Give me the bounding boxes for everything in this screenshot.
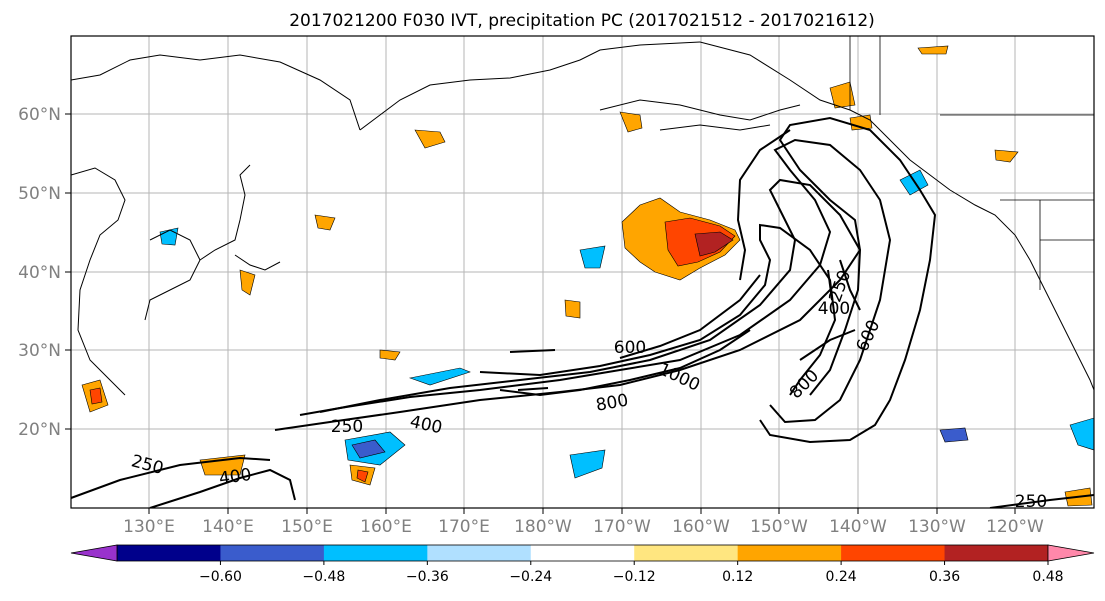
colorbar-segment <box>530 545 635 561</box>
contour-label: 400 <box>218 465 253 489</box>
colorbar-ticks: −0.60 −0.48 −0.36 −0.24 −0.12 0.12 0.24 0.36 0.4… <box>199 561 1064 585</box>
lat-tick-label: 60°N <box>18 105 61 125</box>
lon-tick-label: 160°W <box>672 517 730 537</box>
colorbar-extend-max <box>1047 544 1095 562</box>
colorbar-tick-label: −0.60 <box>199 569 242 585</box>
contour-label: 600 <box>614 338 646 358</box>
lat-tick-label: 50°N <box>18 184 61 204</box>
colorbar-segment <box>944 545 1049 561</box>
colorbar: −0.60 −0.48 −0.36 −0.24 −0.12 0.12 0.24 0.36 0.4… <box>70 544 1095 585</box>
map-area: 250 250 400 400 600 600 800 800 1000 250… <box>71 36 1094 512</box>
colorbar-segment <box>323 545 428 561</box>
colorbar-segment <box>220 545 325 561</box>
coastlines <box>71 41 1094 396</box>
lon-tick-label: 180°W <box>514 517 572 537</box>
colorbar-tick-label: −0.36 <box>406 569 449 585</box>
lat-tick-label: 20°N <box>18 420 61 440</box>
contour-label: 250 <box>1015 492 1047 512</box>
lon-tick-label: 130°E <box>123 517 175 537</box>
lon-tick-label: 170°W <box>593 517 651 537</box>
colorbar-extend-min <box>70 544 118 562</box>
lon-tick-label: 170°E <box>438 517 490 537</box>
lon-tick-label: 150°E <box>281 517 333 537</box>
longitude-labels: 130°E 140°E 150°E 160°E 170°E 180°W 170°… <box>123 517 1044 537</box>
colorbar-tick-label: 0.48 <box>1032 569 1063 585</box>
colorbar-tick-label: 0.36 <box>929 569 960 585</box>
colorbar-segment <box>634 545 739 561</box>
colorbar-tick-label: −0.24 <box>509 569 552 585</box>
lon-tick-label: 140°W <box>829 517 887 537</box>
colorbar-segment <box>427 545 532 561</box>
colorbar-tick-label: −0.12 <box>613 569 656 585</box>
colorbar-tick-label: 0.12 <box>722 569 753 585</box>
lat-tick-label: 40°N <box>18 263 61 283</box>
tick-marks <box>65 113 1016 514</box>
lat-tick-label: 30°N <box>18 341 61 361</box>
contour-label: 250 <box>331 417 363 437</box>
contour-label: 400 <box>818 299 850 319</box>
lon-tick-label: 120°W <box>986 517 1044 537</box>
colorbar-tick-label: −0.48 <box>302 569 345 585</box>
lon-tick-label: 130°W <box>908 517 966 537</box>
colorbar-segment <box>841 545 946 561</box>
colorbar-segment <box>737 545 842 561</box>
map-title: 2017021200 F030 IVT, precipitation PC (2… <box>289 11 875 31</box>
colorbar-segments <box>116 544 1049 562</box>
ivt-contours <box>71 116 1094 508</box>
colorbar-segment <box>117 545 221 561</box>
lon-tick-label: 150°W <box>750 517 808 537</box>
latitude-labels: 60°N 50°N 40°N 30°N 20°N <box>18 105 61 440</box>
colorbar-tick-label: 0.24 <box>826 569 857 585</box>
lon-tick-label: 140°E <box>202 517 254 537</box>
borders <box>849 36 1094 290</box>
lon-tick-label: 160°E <box>360 517 412 537</box>
